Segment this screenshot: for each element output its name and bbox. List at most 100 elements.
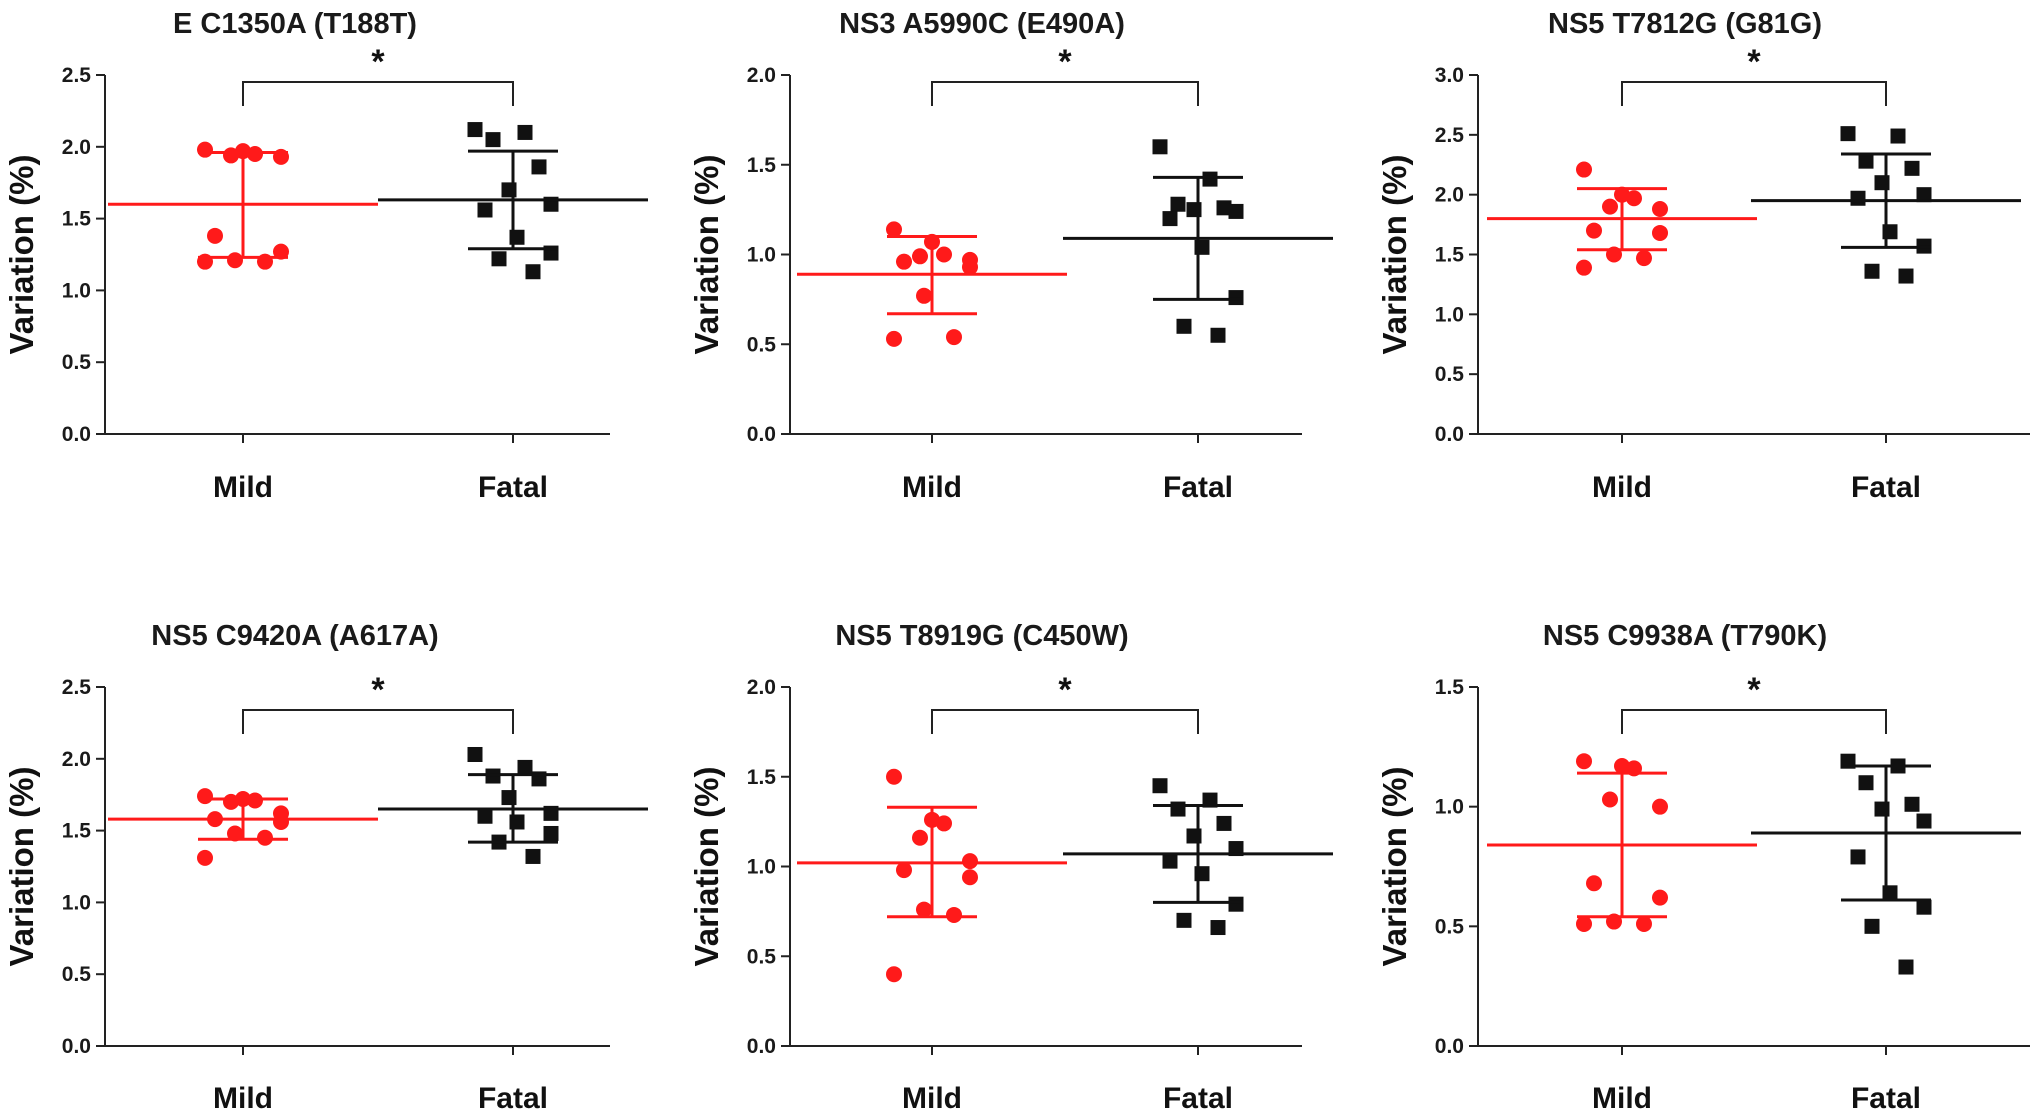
data-point-fatal: [1228, 896, 1244, 912]
data-point-fatal: [531, 159, 547, 175]
data-point-fatal: [525, 264, 541, 280]
data-point-mild: [946, 329, 962, 346]
data-point-fatal: [1228, 841, 1244, 857]
y-tick-label: 1.0: [62, 279, 91, 302]
data-point-fatal: [1850, 849, 1866, 865]
x-category-label: Fatal: [1851, 1082, 1921, 1115]
data-point-mild: [1626, 190, 1642, 207]
y-axis-label: Variation (%): [688, 767, 725, 967]
data-point-fatal: [525, 848, 541, 864]
y-tick-label: 1.0: [747, 856, 776, 879]
series-fatal: [1751, 126, 2021, 284]
significance-star: *: [1058, 43, 1072, 81]
chart-panel-1: E C1350A (T188T) Variation (%) 0.0 0.5 1.0 1.…: [3, 8, 648, 504]
data-point-mild: [962, 259, 978, 276]
y-tick-label: 1.0: [1435, 796, 1464, 819]
data-point-fatal: [1864, 918, 1880, 934]
y-tick-label: 2.0: [747, 64, 776, 87]
data-point-fatal: [1858, 775, 1874, 791]
data-point-fatal: [467, 122, 483, 138]
y-tick-label: 1.0: [1435, 303, 1464, 326]
y-tick-label: 2.0: [1435, 184, 1464, 207]
significance-star: *: [371, 43, 385, 81]
data-point-fatal: [1152, 139, 1168, 155]
x-category-label: Fatal: [1163, 1082, 1233, 1115]
series-mild: [797, 768, 1067, 983]
data-point-mild: [1652, 889, 1668, 906]
x-category-label: Fatal: [1851, 471, 1921, 504]
y-tick-label: 0.5: [747, 333, 777, 356]
data-point-mild: [1614, 757, 1630, 774]
data-point-fatal: [1228, 290, 1244, 306]
y-axis-label: Variation (%): [3, 155, 40, 355]
chart-panel-6: NS5 C9938A (T790K) Variation (%) 0.0 0.5 1.0…: [1376, 620, 2030, 1115]
data-point-mild: [1586, 222, 1602, 239]
y-tick-label: 1.5: [1435, 244, 1465, 267]
x-category-label: Mild: [902, 1082, 962, 1115]
significance-bracket: [242, 81, 514, 106]
data-point-mild: [962, 853, 978, 870]
data-point-mild: [223, 793, 239, 810]
data-point-fatal: [1216, 815, 1232, 831]
data-point-mild: [912, 829, 928, 846]
y-tick-label: 2.5: [62, 676, 92, 699]
series-fatal: [1063, 778, 1333, 936]
data-point-fatal: [1176, 318, 1192, 334]
data-point-mild: [223, 147, 239, 164]
data-point-mild: [916, 287, 932, 304]
series-mild: [1487, 753, 1757, 932]
data-point-mild: [207, 227, 223, 244]
significance-bracket: [242, 709, 514, 734]
data-point-mild: [1602, 198, 1618, 215]
y-tick-label: 2.0: [62, 136, 91, 159]
y-tick-label: 0.5: [747, 945, 777, 968]
chart-panel-4: NS5 C9420A (A617A) Variation (%) 0.0 0.5 1.0…: [3, 620, 648, 1115]
data-point-fatal: [1162, 853, 1178, 869]
chart-panel-2: NS3 A5990C (E490A) Variation (%) 0.0 0.5 1.0…: [688, 8, 1333, 504]
data-point-mild: [273, 813, 289, 830]
data-point-mild: [1576, 259, 1592, 276]
data-point-fatal: [1850, 190, 1866, 206]
data-point-fatal: [1228, 203, 1244, 219]
chart-title: NS3 A5990C (E490A): [839, 8, 1125, 40]
data-point-mild: [962, 869, 978, 886]
y-tick-label: 1.5: [747, 766, 777, 789]
series-mild: [108, 788, 378, 866]
data-point-fatal: [1864, 263, 1880, 279]
x-category-label: Fatal: [478, 471, 548, 504]
chart-title: NS5 C9938A (T790K): [1543, 620, 1827, 652]
chart-title: NS5 C9420A (A617A): [151, 620, 438, 652]
x-category-label: Mild: [213, 1082, 273, 1115]
data-point-mild: [1576, 915, 1592, 932]
y-tick-label: 0.0: [1435, 423, 1464, 446]
data-point-fatal: [1890, 128, 1906, 144]
chart-panel-5: NS5 T8919G (C450W) Variation (%) 0.0 0.5 1.0…: [688, 620, 1333, 1115]
y-tick-label: 2.5: [1435, 124, 1465, 147]
data-point-mild: [936, 246, 952, 263]
series-fatal: [378, 746, 648, 864]
y-axis-label: Variation (%): [3, 767, 40, 967]
data-point-mild: [197, 849, 213, 866]
data-point-fatal: [1216, 200, 1232, 216]
data-point-mild: [1636, 250, 1652, 267]
data-point-mild: [227, 252, 243, 269]
data-point-fatal: [467, 746, 483, 762]
significance-bracket: [1621, 81, 1887, 106]
data-point-fatal: [1904, 796, 1920, 812]
data-point-fatal: [1858, 153, 1874, 169]
data-point-fatal: [491, 251, 507, 267]
y-tick-label: 1.0: [62, 891, 91, 914]
data-point-fatal: [1170, 196, 1186, 212]
data-point-mild: [197, 141, 213, 158]
y-tick-label: 0.0: [62, 1035, 91, 1058]
significance-bracket: [931, 81, 1199, 106]
data-point-mild: [896, 862, 912, 879]
chart-title: NS5 T8919G (C450W): [835, 620, 1128, 652]
significance-star: *: [1747, 43, 1761, 81]
data-point-fatal: [1916, 813, 1932, 829]
data-point-fatal: [517, 759, 533, 775]
y-axis-label: Variation (%): [1376, 767, 1413, 967]
y-axis-label: Variation (%): [1376, 155, 1413, 355]
data-point-fatal: [517, 124, 533, 140]
